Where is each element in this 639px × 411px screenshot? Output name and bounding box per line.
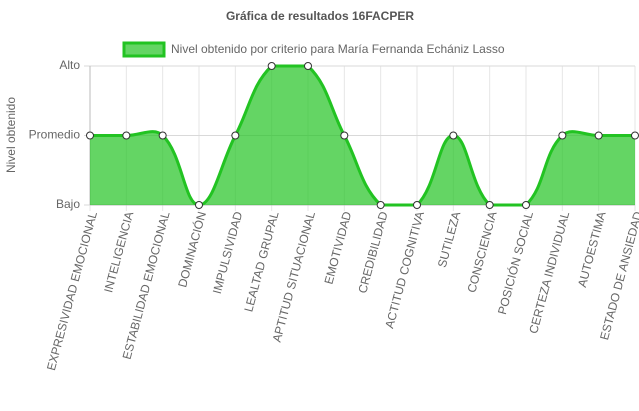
data-point xyxy=(413,201,421,209)
area xyxy=(90,66,635,205)
data-point xyxy=(122,131,131,140)
y-tick-label: Alto xyxy=(59,58,80,72)
legend-swatch xyxy=(122,41,166,58)
y-tick-label: Promedio xyxy=(29,128,81,142)
x-tick-label: LEALTAD GRUPAL xyxy=(241,210,281,314)
x-tick-label: ACTITUD COGNITIVA xyxy=(382,210,427,330)
data-point xyxy=(195,201,203,209)
data-point xyxy=(449,131,458,140)
data-point xyxy=(86,131,94,140)
data-point xyxy=(631,131,639,140)
x-tick-label: SUTILEZA xyxy=(435,210,463,269)
x-tick-label: INTELIGENCIA xyxy=(101,210,136,294)
line xyxy=(89,64,635,207)
data-point xyxy=(485,201,494,209)
data-point xyxy=(158,131,167,140)
x-tick-label: EXPRESIVIDAD EMOCIONAL xyxy=(44,210,100,372)
x-tick-label: POSICIÓN SOCIAL xyxy=(494,209,536,316)
x-tick-label: IMPULSIVIDAD xyxy=(210,210,246,296)
data-point xyxy=(594,131,603,140)
y-axis-label: Nivel obtenido xyxy=(4,97,18,173)
data-point xyxy=(340,131,349,140)
data-point xyxy=(558,131,567,140)
x-tick-label: CERTEZA INDIVIDUAL xyxy=(526,210,572,335)
data-point xyxy=(231,131,240,140)
x-tick-label: CREDIBILIDAD xyxy=(355,210,390,295)
x-tick-label: EMOTIVIDAD xyxy=(321,210,354,286)
data-point xyxy=(267,62,276,70)
chart-title: Gráfica de resultados 16FACPER xyxy=(226,9,414,23)
x-tick-label: DOMINACIÓN xyxy=(174,210,209,289)
y-tick-label: Bajo xyxy=(56,197,80,211)
data-point xyxy=(304,62,312,70)
x-tick-label: CONSCIENCIA xyxy=(465,210,500,294)
x-tick-label: AUTOESTIMA xyxy=(575,210,609,289)
legend-label: Nivel obtenido por criterio para María F… xyxy=(171,42,505,56)
data-point xyxy=(376,201,385,209)
data-point xyxy=(522,201,530,209)
